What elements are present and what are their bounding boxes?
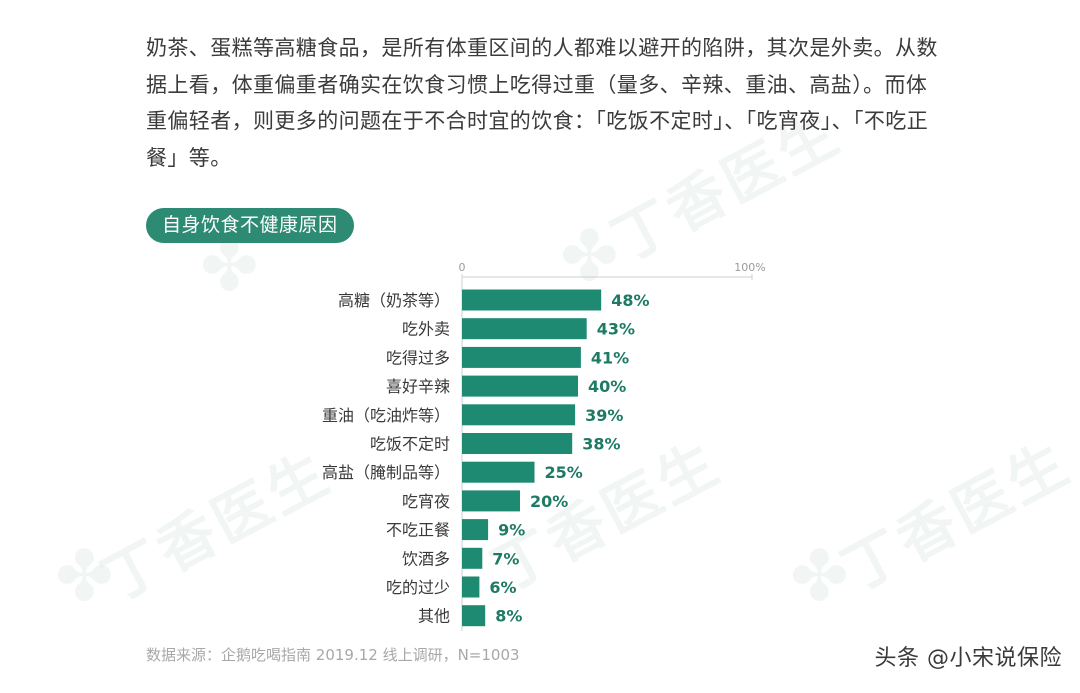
value-label: 43% xyxy=(597,320,635,339)
value-label: 40% xyxy=(588,377,626,396)
category-label: 吃外卖 xyxy=(402,320,450,339)
author-credit: 头条 @小宋说保险 xyxy=(874,646,1062,671)
bar xyxy=(462,490,520,512)
x-tick-label: 100% xyxy=(734,261,765,274)
bar xyxy=(462,433,573,454)
bar xyxy=(462,605,486,627)
category-label: 吃饭不定时 xyxy=(370,435,450,454)
value-label: 6% xyxy=(489,578,516,597)
bar xyxy=(462,318,587,340)
bar xyxy=(462,547,483,569)
value-label: 41% xyxy=(591,348,629,367)
value-label: 38% xyxy=(582,435,620,454)
bar-chart: 0 100% 高糖（奶茶等） 48% 吃外卖 43% 吃得过多 41% 喜好辛辣 40% 重油（吃… xyxy=(322,261,766,631)
value-label: 25% xyxy=(545,463,583,482)
category-label: 不吃正餐 xyxy=(386,521,450,540)
bar xyxy=(462,289,602,311)
bar xyxy=(462,576,480,598)
category-label: 吃的过少 xyxy=(386,578,450,597)
category-label: 吃得过多 xyxy=(386,348,450,367)
value-label: 48% xyxy=(611,291,649,310)
data-source-note: 数据来源：企鹅吃喝指南 2019.12 线上调研，N=1003 xyxy=(146,646,520,664)
bar xyxy=(462,346,581,368)
bar xyxy=(462,404,576,426)
category-label: 喜好辛辣 xyxy=(386,377,450,396)
x-tick-label: 0 xyxy=(459,261,466,274)
category-label: 饮酒多 xyxy=(402,549,450,568)
section-tag: 自身饮食不健康原因 xyxy=(146,208,354,243)
category-label: 重油（吃油炸等） xyxy=(322,406,450,425)
bar xyxy=(462,519,489,541)
value-label: 20% xyxy=(530,492,568,511)
value-label: 8% xyxy=(495,607,522,626)
value-label: 39% xyxy=(585,406,623,425)
category-label: 高糖（奶茶等） xyxy=(338,291,450,310)
value-label: 7% xyxy=(492,549,519,568)
bar xyxy=(462,375,578,397)
article-paragraph: 奶茶、蛋糕等高糖食品，是所有体重区间的人都难以避开的陷阱，其次是外卖。从数据上看… xyxy=(146,36,938,170)
value-label: 9% xyxy=(498,521,525,540)
category-label: 其他 xyxy=(418,607,450,626)
category-label: 高盐（腌制品等） xyxy=(322,463,450,482)
bar xyxy=(462,461,535,483)
category-label: 吃宵夜 xyxy=(402,492,450,511)
